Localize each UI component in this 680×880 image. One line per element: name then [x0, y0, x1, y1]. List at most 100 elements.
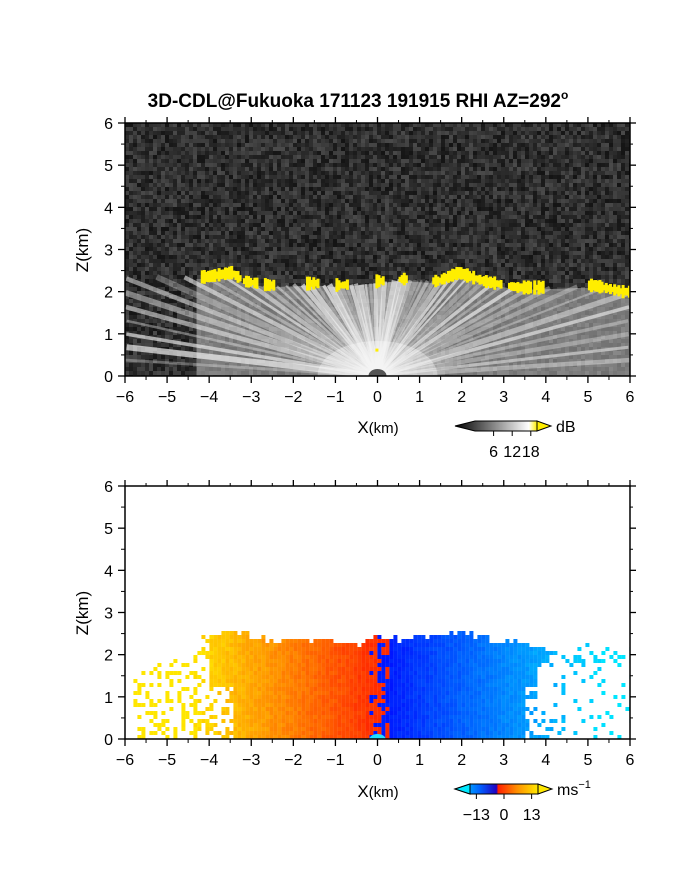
- noise-cell: [201, 227, 205, 231]
- noise-cell: [297, 235, 301, 239]
- noise-cell: [461, 227, 465, 231]
- noise-cell: [353, 275, 357, 279]
- noise-cell: [409, 247, 413, 251]
- noise-cell: [529, 235, 533, 239]
- noise-cell: [593, 179, 597, 183]
- noise-cell: [373, 199, 377, 203]
- noise-cell: [425, 223, 429, 227]
- noise-cell: [561, 207, 565, 211]
- noise-cell: [209, 171, 213, 175]
- noise-cell: [245, 123, 249, 127]
- noise-cell: [393, 251, 397, 255]
- noise-cell: [425, 151, 429, 155]
- noise-cell: [309, 127, 313, 131]
- noise-cell: [317, 215, 321, 219]
- noise-cell: [173, 259, 177, 263]
- noise-cell: [165, 211, 169, 215]
- noise-cell: [225, 243, 229, 247]
- noise-cell: [469, 227, 473, 231]
- noise-cell: [329, 187, 333, 191]
- noise-cell: [485, 183, 489, 187]
- noise-cell: [621, 231, 625, 235]
- noise-cell: [161, 195, 165, 199]
- noise-cell: [449, 143, 453, 147]
- noise-cell: [409, 139, 413, 143]
- noise-cell: [209, 243, 213, 247]
- noise-cell: [473, 191, 477, 195]
- noise-cell: [281, 235, 285, 239]
- noise-cell: [561, 219, 565, 223]
- noise-cell: [585, 195, 589, 199]
- noise-cell: [277, 123, 281, 127]
- noise-cell: [325, 155, 329, 159]
- noise-cell: [513, 231, 517, 235]
- noise-cell: [553, 127, 557, 131]
- noise-cell: [385, 255, 389, 259]
- noise-cell: [493, 183, 497, 187]
- noise-cell: [305, 139, 309, 143]
- noise-cell: [453, 231, 457, 235]
- noise-cell: [557, 191, 561, 195]
- noise-cell: [537, 127, 541, 131]
- noise-cell: [537, 191, 541, 195]
- noise-cell: [549, 127, 553, 131]
- noise-cell: [289, 131, 293, 135]
- noise-cell: [393, 255, 397, 259]
- noise-cell: [357, 143, 361, 147]
- noise-cell: [209, 147, 213, 151]
- noise-cell: [325, 147, 329, 151]
- noise-cell: [521, 151, 525, 155]
- noise-cell: [297, 239, 301, 243]
- noise-cell: [333, 199, 337, 203]
- noise-cell: [213, 187, 217, 191]
- noise-cell: [589, 235, 593, 239]
- noise-cell: [533, 215, 537, 219]
- noise-cell: [221, 239, 225, 243]
- noise-cell: [453, 215, 457, 219]
- noise-cell: [313, 147, 317, 151]
- noise-cell: [613, 227, 617, 231]
- noise-cell: [333, 259, 337, 263]
- noise-cell: [357, 191, 361, 195]
- noise-cell: [469, 247, 473, 251]
- noise-cell: [425, 147, 429, 151]
- noise-cell: [541, 163, 545, 167]
- noise-cell: [405, 191, 409, 195]
- noise-cell: [177, 123, 181, 127]
- noise-cell: [285, 275, 289, 279]
- noise-cell: [181, 247, 185, 251]
- noise-cell: [565, 167, 569, 171]
- noise-cell: [477, 259, 481, 263]
- noise-cell: [457, 219, 461, 223]
- noise-cell: [305, 251, 309, 255]
- noise-cell: [329, 155, 333, 159]
- noise-cell: [357, 227, 361, 231]
- noise-cell: [333, 135, 337, 139]
- noise-cell: [553, 275, 557, 279]
- noise-cell: [233, 143, 237, 147]
- noise-cell: [133, 123, 137, 127]
- noise-cell: [149, 223, 153, 227]
- noise-cell: [393, 187, 397, 191]
- noise-cell: [185, 259, 189, 263]
- noise-cell: [613, 215, 617, 219]
- noise-cell: [265, 227, 269, 231]
- noise-cell: [541, 179, 545, 183]
- noise-cell: [153, 239, 157, 243]
- noise-cell: [285, 239, 289, 243]
- noise-cell: [537, 275, 541, 279]
- noise-cell: [245, 207, 249, 211]
- noise-cell: [533, 155, 537, 159]
- noise-cell: [261, 131, 265, 135]
- noise-cell: [513, 123, 517, 127]
- noise-cell: [457, 207, 461, 211]
- noise-cell: [297, 187, 301, 191]
- noise-cell: [589, 219, 593, 223]
- noise-cell: [525, 175, 529, 179]
- noise-cell: [213, 135, 217, 139]
- noise-cell: [381, 175, 385, 179]
- noise-cell: [621, 179, 625, 183]
- noise-cell: [461, 127, 465, 131]
- noise-cell: [269, 159, 273, 163]
- noise-cell: [337, 155, 341, 159]
